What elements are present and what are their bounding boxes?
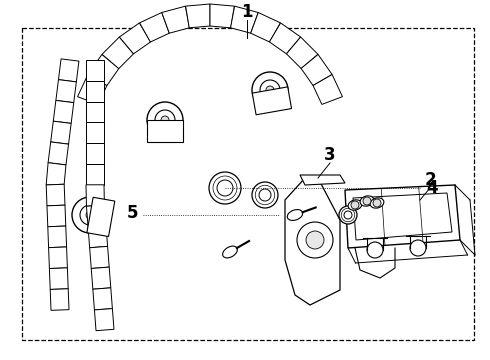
Polygon shape: [47, 205, 66, 227]
Polygon shape: [120, 23, 150, 54]
Bar: [22, 28, 474, 340]
Polygon shape: [285, 178, 340, 305]
Polygon shape: [353, 193, 452, 240]
Polygon shape: [50, 121, 71, 144]
Circle shape: [363, 197, 371, 205]
Polygon shape: [231, 6, 258, 33]
Polygon shape: [77, 75, 107, 104]
Circle shape: [80, 205, 100, 225]
Circle shape: [161, 116, 169, 124]
Circle shape: [86, 211, 94, 219]
Circle shape: [217, 180, 233, 196]
Circle shape: [209, 172, 241, 204]
Circle shape: [373, 199, 381, 207]
Polygon shape: [86, 185, 104, 206]
Circle shape: [410, 240, 426, 256]
Polygon shape: [46, 184, 65, 206]
Circle shape: [252, 182, 278, 208]
Ellipse shape: [348, 200, 362, 210]
Polygon shape: [88, 54, 119, 86]
Circle shape: [147, 102, 183, 138]
Polygon shape: [53, 100, 74, 123]
Polygon shape: [287, 37, 318, 69]
Polygon shape: [90, 246, 109, 269]
Polygon shape: [186, 4, 210, 28]
Polygon shape: [313, 75, 343, 104]
Polygon shape: [252, 87, 292, 115]
Polygon shape: [86, 60, 104, 81]
Polygon shape: [46, 163, 66, 185]
Ellipse shape: [370, 198, 384, 208]
Circle shape: [259, 189, 271, 201]
Polygon shape: [87, 197, 115, 237]
Polygon shape: [162, 6, 190, 33]
Text: 1: 1: [241, 3, 253, 21]
Text: 4: 4: [426, 179, 438, 197]
Circle shape: [306, 231, 324, 249]
Ellipse shape: [222, 246, 237, 258]
Text: 2: 2: [424, 171, 436, 189]
Polygon shape: [86, 164, 104, 185]
Polygon shape: [88, 226, 108, 248]
Polygon shape: [49, 247, 68, 269]
Circle shape: [339, 206, 357, 224]
Polygon shape: [140, 13, 170, 42]
Polygon shape: [48, 226, 67, 248]
Circle shape: [367, 242, 383, 258]
Circle shape: [72, 197, 108, 233]
Circle shape: [266, 86, 274, 94]
Polygon shape: [251, 13, 280, 42]
Polygon shape: [345, 185, 460, 248]
Polygon shape: [86, 205, 106, 227]
Polygon shape: [270, 23, 301, 54]
Polygon shape: [58, 59, 79, 82]
Ellipse shape: [287, 210, 303, 220]
Circle shape: [252, 72, 288, 108]
Polygon shape: [93, 288, 112, 310]
Text: 3: 3: [324, 146, 336, 164]
Polygon shape: [86, 102, 104, 122]
Text: 5: 5: [126, 204, 138, 222]
Polygon shape: [86, 81, 104, 102]
Polygon shape: [56, 80, 76, 103]
Polygon shape: [102, 37, 133, 69]
Polygon shape: [301, 54, 332, 86]
Polygon shape: [48, 142, 69, 165]
Polygon shape: [95, 309, 114, 331]
Polygon shape: [300, 175, 345, 185]
Circle shape: [351, 201, 359, 209]
Polygon shape: [86, 122, 104, 143]
Circle shape: [297, 222, 333, 258]
Circle shape: [260, 80, 280, 100]
Ellipse shape: [360, 196, 374, 206]
Polygon shape: [210, 4, 234, 28]
Polygon shape: [49, 268, 68, 289]
Circle shape: [155, 110, 175, 130]
Polygon shape: [86, 143, 104, 164]
Polygon shape: [50, 289, 69, 310]
Circle shape: [344, 211, 352, 219]
Polygon shape: [147, 120, 183, 142]
Polygon shape: [91, 267, 111, 289]
